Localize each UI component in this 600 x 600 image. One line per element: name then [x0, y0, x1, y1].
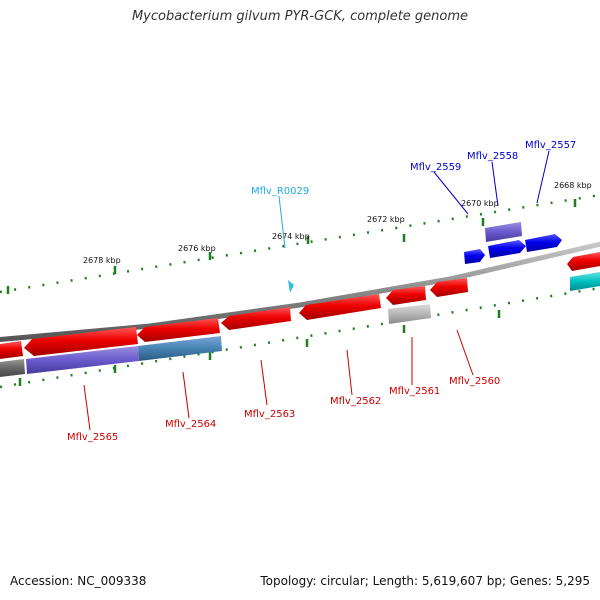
gene-Mflv_2564-lower[interactable] [138, 336, 222, 361]
label-Mflv_2565[interactable]: Mflv_2565 [67, 432, 118, 443]
label-Mflv_2561[interactable]: Mflv_2561 [389, 386, 440, 397]
tick-label-2670: 2670 kbp [461, 199, 499, 208]
label-Mflv_2559[interactable]: Mflv_2559 [410, 162, 461, 173]
label-Mflv_2563[interactable]: Mflv_2563 [244, 409, 295, 420]
label-leaders [83, 150, 550, 431]
label-Mflv_R0029[interactable]: Mflv_R0029 [251, 186, 309, 197]
tick-label-2672: 2672 kbp [367, 215, 405, 224]
genome-summary-text: Topology: circular; Length: 5,619,607 bp… [260, 574, 590, 588]
gene-Mflv_2559[interactable] [464, 249, 485, 264]
outer-ruler [0, 193, 600, 294]
gene-right-teal[interactable] [570, 272, 600, 291]
gene-Mflv_2561[interactable] [386, 286, 426, 305]
tick-label-2676: 2676 kbp [178, 244, 216, 253]
gene-Mflv_2560[interactable] [430, 278, 468, 297]
gene-left-gray[interactable] [0, 359, 25, 377]
label-Mflv_2564[interactable]: Mflv_2564 [165, 419, 216, 430]
tick-label-2678: 2678 kbp [83, 256, 121, 265]
reverse-genes [0, 278, 468, 377]
tick-label-2674: 2674 kbp [272, 232, 310, 241]
label-Mflv_2558[interactable]: Mflv_2558 [467, 151, 518, 162]
label-Mflv_2562[interactable]: Mflv_2562 [330, 396, 381, 407]
gene-Mflv_2565-lower[interactable] [26, 346, 139, 374]
gene-Mflv_2557[interactable] [525, 234, 562, 252]
gene-Mflv_2562[interactable] [299, 294, 381, 320]
genome-backbone [0, 241, 600, 343]
gene-Mflv_2563[interactable] [221, 307, 291, 330]
gene-Mflv_2558-upper[interactable] [485, 222, 522, 242]
gene-Mflv_2564[interactable] [137, 318, 220, 342]
map-title: Mycobacterium gilvum PYR-GCK, complete g… [131, 9, 469, 24]
forward-genes [288, 222, 600, 293]
gene-left-red[interactable] [0, 341, 23, 359]
gene-Mflv_2561-lower[interactable] [388, 304, 431, 324]
rna-Mflv_R0029[interactable] [288, 280, 294, 293]
gene-Mflv_2558[interactable] [488, 240, 526, 258]
label-Mflv_2560[interactable]: Mflv_2560 [449, 376, 500, 387]
gene-Mflv_2565[interactable] [24, 327, 138, 356]
label-Mflv_2557[interactable]: Mflv_2557 [525, 140, 576, 151]
accession-text: Accession: NC_009338 [10, 574, 147, 588]
major-ticks [6, 199, 577, 386]
inner-ruler [0, 286, 600, 389]
tick-label-2668: 2668 kbp [554, 181, 592, 190]
gene-right-red[interactable] [567, 252, 600, 271]
